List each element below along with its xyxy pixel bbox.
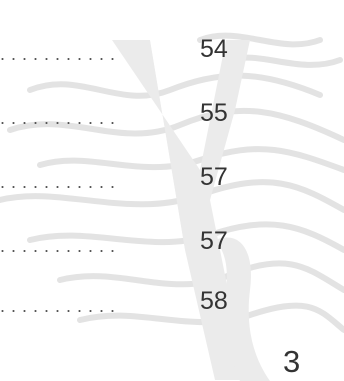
toc-page-number: 54 (200, 35, 228, 63)
toc-page-number: 57 (200, 163, 228, 191)
page-folio-number: 3 (283, 344, 301, 379)
dot-leader: ........... (0, 172, 122, 192)
toc-page-number: 57 (200, 227, 228, 255)
toc-page-number: 58 (200, 287, 228, 315)
dot-leader: ........... (0, 108, 122, 128)
dot-leader: ........... (0, 296, 122, 316)
dot-leader: ........... (0, 44, 122, 64)
toc-row: ........... 57 (0, 226, 250, 256)
toc-page-number: 55 (200, 99, 228, 127)
toc-row: ........... 57 (0, 162, 250, 192)
dot-leader: ........... (0, 236, 122, 256)
toc-row: ........... 58 (0, 286, 250, 316)
toc-row: ........... 55 (0, 98, 250, 128)
toc-row: ........... 54 (0, 34, 250, 64)
